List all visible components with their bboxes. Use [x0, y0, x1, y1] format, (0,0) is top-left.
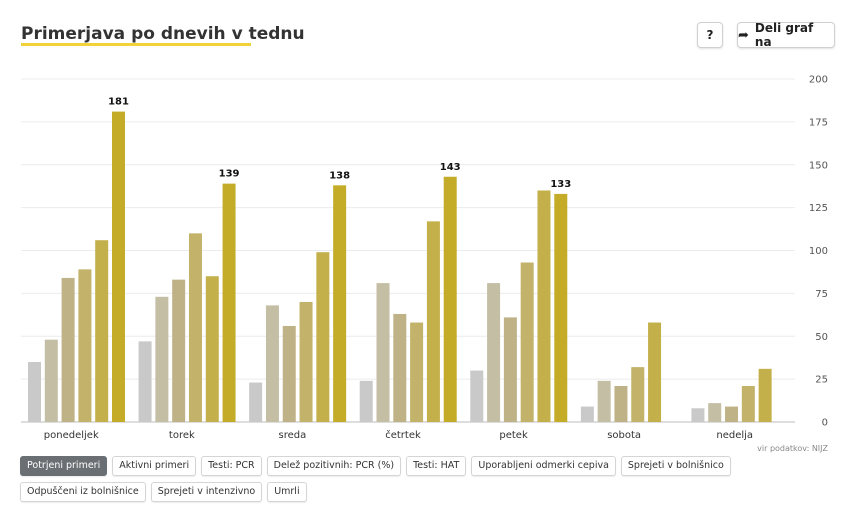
y-tick-label: 150: [809, 160, 828, 171]
bar-četrtek-2: [393, 313, 407, 422]
bar-sobota-0: [580, 406, 594, 422]
bar-sreda-2: [282, 325, 296, 422]
bar-torek-5: [222, 183, 236, 422]
tab-5[interactable]: Uporabljeni odmerki cepiva: [471, 456, 616, 476]
bar-petek-0: [470, 370, 484, 422]
tab-8[interactable]: Sprejeti v intenzivno: [150, 482, 263, 502]
tab-4[interactable]: Testi: HAT: [406, 456, 467, 476]
bar-četrtek-0: [359, 380, 373, 422]
bar-nedelja-4: [758, 368, 772, 422]
bar-sreda-0: [249, 382, 263, 422]
bar-sobota-3: [631, 367, 645, 422]
bar-torek-4: [205, 276, 219, 422]
help-button[interactable]: ?: [697, 22, 723, 48]
x-tick-label: ponedeljek: [44, 430, 99, 441]
y-tick-label: 200: [809, 75, 828, 86]
help-button-label: ?: [706, 28, 714, 42]
data-label: 138: [329, 170, 350, 181]
tab-6[interactable]: Sprejeti v bolnišnico: [620, 456, 731, 476]
bar-torek-0: [138, 341, 152, 422]
bar-nedelja-0: [691, 408, 705, 422]
bar-sreda-1: [265, 305, 279, 422]
bar-sobota-4: [648, 322, 662, 422]
bar-petek-5: [554, 193, 568, 422]
y-tick-label: 100: [809, 246, 828, 257]
bar-ponedeljek-0: [28, 361, 41, 422]
share-button[interactable]: ➦ Deli graf na: [737, 21, 835, 49]
bar-sobota-1: [597, 380, 611, 422]
share-button-label: Deli graf na: [754, 21, 814, 49]
bar-sobota-2: [614, 385, 628, 422]
x-tick-label: nedelja: [716, 430, 753, 441]
bar-petek-1: [487, 283, 501, 422]
x-tick-label: sreda: [279, 430, 307, 441]
bar-petek-3: [520, 262, 534, 422]
bar-torek-3: [188, 233, 202, 422]
bar-četrtek-3: [410, 322, 424, 422]
bar-torek-2: [172, 279, 186, 422]
bar-nedelja-3: [741, 385, 755, 422]
tab-7[interactable]: Odpuščeni iz bolnišnice: [20, 482, 146, 502]
bar-četrtek-1: [376, 283, 390, 422]
bar-sreda-3: [299, 301, 313, 422]
x-tick-label: sobota: [607, 430, 641, 441]
bar-torek-1: [155, 296, 169, 422]
data-label: 143: [440, 162, 461, 173]
y-tick-label: 175: [809, 117, 828, 128]
y-tick-label: 75: [815, 289, 828, 300]
bar-ponedeljek-2: [61, 277, 75, 422]
y-tick-label: 125: [809, 203, 828, 214]
bar-sreda-5: [333, 185, 347, 422]
x-tick-label: četrtek: [385, 429, 421, 441]
bar-nedelja-1: [708, 403, 722, 422]
tab-2[interactable]: Testi: PCR: [201, 456, 262, 476]
tab-0[interactable]: Potrjeni primeri: [20, 456, 108, 476]
x-tick-label: petek: [499, 430, 528, 441]
bar-ponedeljek-1: [44, 339, 58, 422]
bar-ponedeljek-5: [112, 111, 125, 423]
bar-četrtek-4: [426, 221, 440, 422]
tab-3[interactable]: Delež pozitivnih: PCR (%): [266, 456, 402, 476]
bar-sreda-4: [316, 252, 330, 422]
bar-chart: 0 25 50 75 100 125 150 175 200 181 ponedeljek 139 to…: [21, 75, 828, 441]
chart-title: Primerjava po dnevih v tednu: [21, 24, 305, 44]
data-label: 139: [219, 169, 240, 180]
bar-nedelja-2: [725, 406, 739, 422]
data-source-note: vir podatkov: NIJZ: [757, 444, 828, 453]
y-tick-label: 25: [815, 375, 828, 386]
bar-petek-4: [537, 190, 551, 422]
y-tick-label: 0: [822, 418, 828, 429]
y-tick-label: 50: [815, 332, 828, 343]
bar-ponedeljek-3: [78, 269, 92, 422]
metric-tabs: Potrjeni primeri Aktivni primeri Testi: PC…: [20, 456, 810, 502]
tab-1[interactable]: Aktivni primeri: [112, 456, 197, 476]
title-underline: [21, 43, 251, 46]
tab-9[interactable]: Umrli: [267, 482, 307, 502]
data-label: 133: [550, 179, 571, 190]
data-label: 181: [108, 97, 129, 108]
bar-ponedeljek-4: [95, 240, 109, 422]
bar-petek-2: [503, 317, 517, 422]
x-tick-label: torek: [169, 430, 195, 441]
bar-četrtek-5: [443, 176, 457, 422]
share-arrow-icon: ➦: [738, 27, 749, 43]
